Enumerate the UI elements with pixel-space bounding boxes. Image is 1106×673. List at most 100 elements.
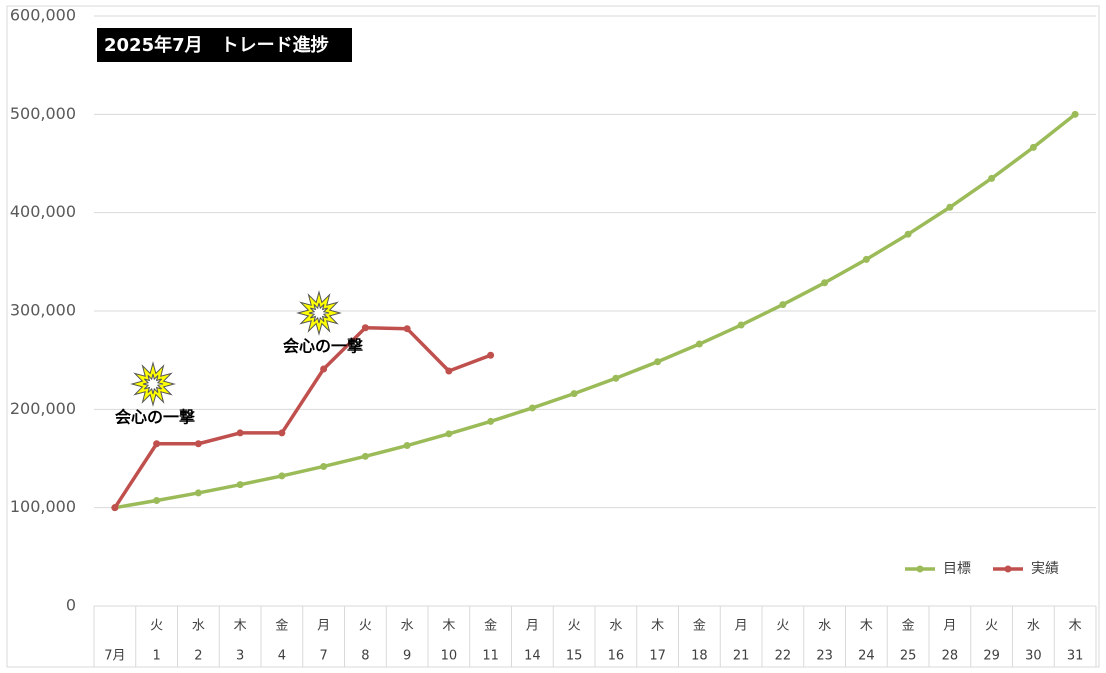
x-tick-label: 10 — [441, 649, 458, 664]
y-tick-label: 300,000 — [10, 301, 76, 320]
point — [153, 496, 161, 504]
title-box — [97, 28, 352, 62]
weekday-label: 水 — [192, 619, 205, 634]
point — [904, 230, 912, 238]
weekday-label: 火 — [359, 619, 372, 634]
x-tick-label: 15 — [566, 649, 583, 664]
point — [403, 325, 411, 333]
weekday-label: 木 — [442, 619, 455, 634]
point — [194, 440, 202, 448]
x-tick-label: 22 — [775, 649, 792, 664]
x-tick-label: 25 — [900, 649, 917, 664]
point — [528, 404, 536, 412]
point — [236, 429, 244, 437]
x-tick-label: 7 — [319, 649, 327, 664]
series-line — [113, 325, 492, 509]
point — [111, 504, 119, 512]
y-tick-label: 600,000 — [10, 6, 76, 25]
point — [153, 440, 161, 448]
legend-marker — [1004, 565, 1012, 573]
x-tick-label: 24 — [858, 649, 875, 664]
weekday-label: 月 — [735, 619, 748, 634]
point — [487, 417, 495, 425]
x-tick-label: 18 — [691, 649, 708, 664]
x-tick-label: 23 — [816, 649, 833, 664]
x-tick-label: 17 — [649, 649, 666, 664]
point — [361, 452, 369, 460]
y-tick-label: 100,000 — [10, 497, 76, 516]
weekday-label: 月 — [943, 619, 956, 634]
annotation: 会心の一撃 — [115, 408, 195, 427]
point — [654, 358, 662, 366]
point — [1071, 110, 1079, 118]
x-tick-label: 9 — [403, 649, 411, 664]
point — [695, 340, 703, 348]
point — [570, 390, 578, 398]
x-tick-label: 31 — [1067, 649, 1084, 664]
point — [278, 472, 286, 480]
weekday-label: 火 — [776, 619, 789, 634]
starburst — [308, 302, 330, 324]
x-tick-label: 8 — [361, 649, 369, 664]
y-tick-label: 400,000 — [10, 202, 76, 221]
point — [361, 324, 369, 332]
point — [445, 430, 453, 438]
weekday-label: 金 — [484, 618, 497, 634]
y-tick-label: 0 — [66, 596, 76, 615]
point — [278, 429, 286, 437]
x-tick-label: 7月 — [104, 649, 125, 664]
weekday-label: 金 — [902, 618, 915, 634]
chart-border — [6, 5, 1100, 668]
x-tick-label: 2 — [194, 649, 202, 664]
chart-title: 2025年7月 トレード進捗 — [104, 34, 329, 56]
weekday-label: 金 — [275, 618, 288, 634]
weekday-label: 木 — [234, 619, 247, 634]
weekday-label: 水 — [818, 619, 831, 634]
weekday-label: 金 — [693, 618, 706, 634]
legend-label: 実績 — [1031, 561, 1059, 577]
y-tick-label: 500,000 — [10, 104, 76, 123]
point — [821, 279, 829, 287]
point — [320, 462, 328, 470]
starburst — [142, 373, 164, 395]
x-tick-label: 30 — [1025, 649, 1042, 664]
point — [236, 481, 244, 489]
legend-label: 目標 — [943, 561, 971, 577]
point — [403, 442, 411, 450]
point — [862, 255, 870, 263]
weekday-label: 木 — [1069, 619, 1082, 634]
y-tick-label: 200,000 — [10, 399, 76, 418]
x-tick-label: 3 — [236, 649, 244, 664]
weekday-label: 火 — [985, 619, 998, 634]
legend-marker — [916, 565, 924, 573]
point — [1029, 143, 1037, 151]
x-tick-label: 1 — [152, 649, 160, 664]
point — [612, 374, 620, 382]
weekday-label: 火 — [150, 619, 163, 634]
series-line — [114, 112, 1077, 510]
annotation: 会心の一撃 — [283, 337, 363, 356]
x-tick-label: 11 — [482, 649, 499, 664]
point — [194, 489, 202, 497]
x-tick-label: 29 — [983, 649, 1000, 664]
point — [487, 351, 495, 359]
point — [445, 367, 453, 375]
point — [988, 174, 996, 182]
point — [946, 203, 954, 211]
point — [320, 365, 328, 373]
x-tick-label: 16 — [608, 649, 625, 664]
weekday-label: 月 — [317, 619, 330, 634]
weekday-label: 水 — [1027, 619, 1040, 634]
weekday-label: 火 — [568, 619, 581, 634]
point — [779, 301, 787, 309]
weekday-label: 水 — [609, 619, 622, 634]
weekday-label: 木 — [651, 619, 664, 634]
weekday-label: 月 — [526, 619, 539, 634]
x-tick-label: 4 — [278, 649, 286, 664]
point — [737, 321, 745, 329]
x-tick-label: 21 — [733, 649, 750, 664]
x-tick-label: 14 — [524, 649, 541, 664]
weekday-label: 水 — [401, 619, 414, 634]
weekday-label: 木 — [860, 619, 873, 634]
